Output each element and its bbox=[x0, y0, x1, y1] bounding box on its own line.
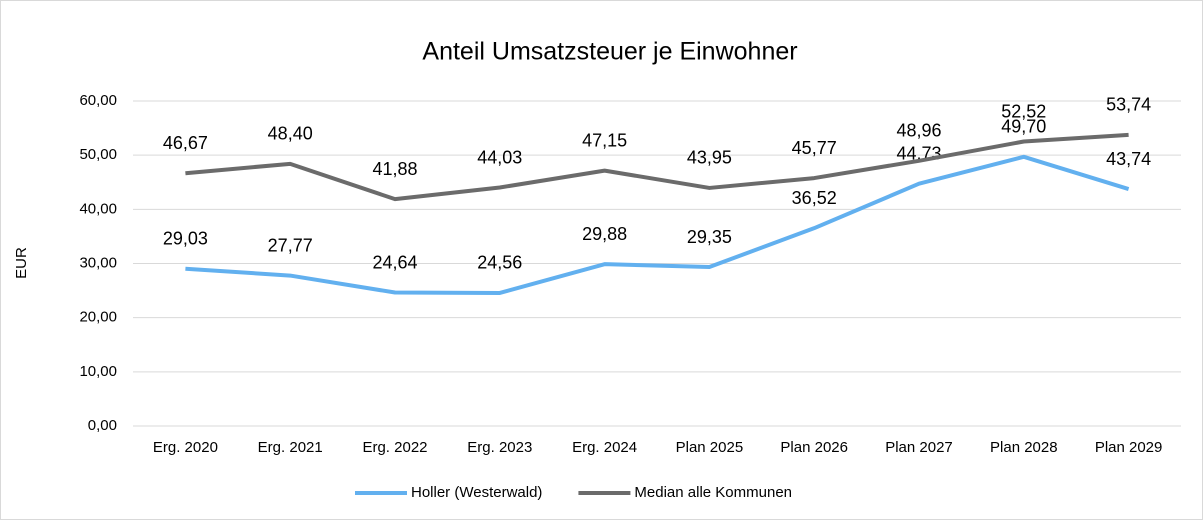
data-label: 49,70 bbox=[1001, 117, 1046, 137]
data-line bbox=[185, 132, 1129, 202]
y-tick-label: 0,00 bbox=[88, 417, 117, 434]
x-tick-label: Erg. 2020 bbox=[153, 439, 218, 456]
x-tick-label: Erg. 2022 bbox=[362, 439, 427, 456]
data-label: 52,52 bbox=[1001, 101, 1046, 121]
data-label: 24,56 bbox=[477, 253, 522, 273]
x-tick-label: Plan 2026 bbox=[780, 439, 848, 456]
data-label: 36,52 bbox=[792, 188, 837, 208]
data-label: 53,74 bbox=[1106, 95, 1151, 115]
x-tick-label: Plan 2028 bbox=[990, 439, 1058, 456]
y-tick-label: 50,00 bbox=[79, 146, 117, 163]
x-tick-label: Erg. 2023 bbox=[467, 439, 532, 456]
y-tick-label: 30,00 bbox=[79, 254, 117, 271]
y-tick-label: 10,00 bbox=[79, 363, 117, 380]
y-tick-label: 20,00 bbox=[79, 309, 117, 326]
data-line bbox=[185, 154, 1130, 295]
data-label: 44,03 bbox=[477, 147, 522, 167]
data-label: 48,96 bbox=[896, 121, 941, 141]
x-tick-label: Plan 2029 bbox=[1095, 439, 1163, 456]
data-label: 24,64 bbox=[372, 252, 417, 272]
data-label: 48,40 bbox=[268, 124, 313, 144]
data-label: 27,77 bbox=[268, 235, 313, 255]
chart-title: Anteil Umsatzsteuer je Einwohner bbox=[422, 38, 797, 66]
data-label: 46,67 bbox=[163, 133, 208, 153]
x-tick-label: Plan 2027 bbox=[885, 439, 953, 456]
x-tick-label: Plan 2025 bbox=[676, 439, 744, 456]
data-label: 41,88 bbox=[372, 159, 417, 179]
y-axis-label: EUR bbox=[13, 247, 30, 279]
data-label: 29,35 bbox=[687, 227, 732, 247]
y-tick-label: 60,00 bbox=[79, 92, 117, 109]
legend-label: Holler (Westerwald) bbox=[411, 484, 542, 501]
data-label: 47,15 bbox=[582, 130, 627, 150]
x-tick-label: Erg. 2021 bbox=[258, 439, 323, 456]
data-label: 43,74 bbox=[1106, 149, 1151, 169]
data-label: 43,95 bbox=[687, 148, 732, 168]
data-label: 29,03 bbox=[163, 229, 208, 249]
data-label: 29,88 bbox=[582, 224, 627, 244]
legend-label: Median alle Kommunen bbox=[634, 484, 792, 501]
y-tick-label: 40,00 bbox=[79, 200, 117, 217]
data-label: 45,77 bbox=[792, 138, 837, 158]
x-tick-label: Erg. 2024 bbox=[572, 439, 637, 456]
